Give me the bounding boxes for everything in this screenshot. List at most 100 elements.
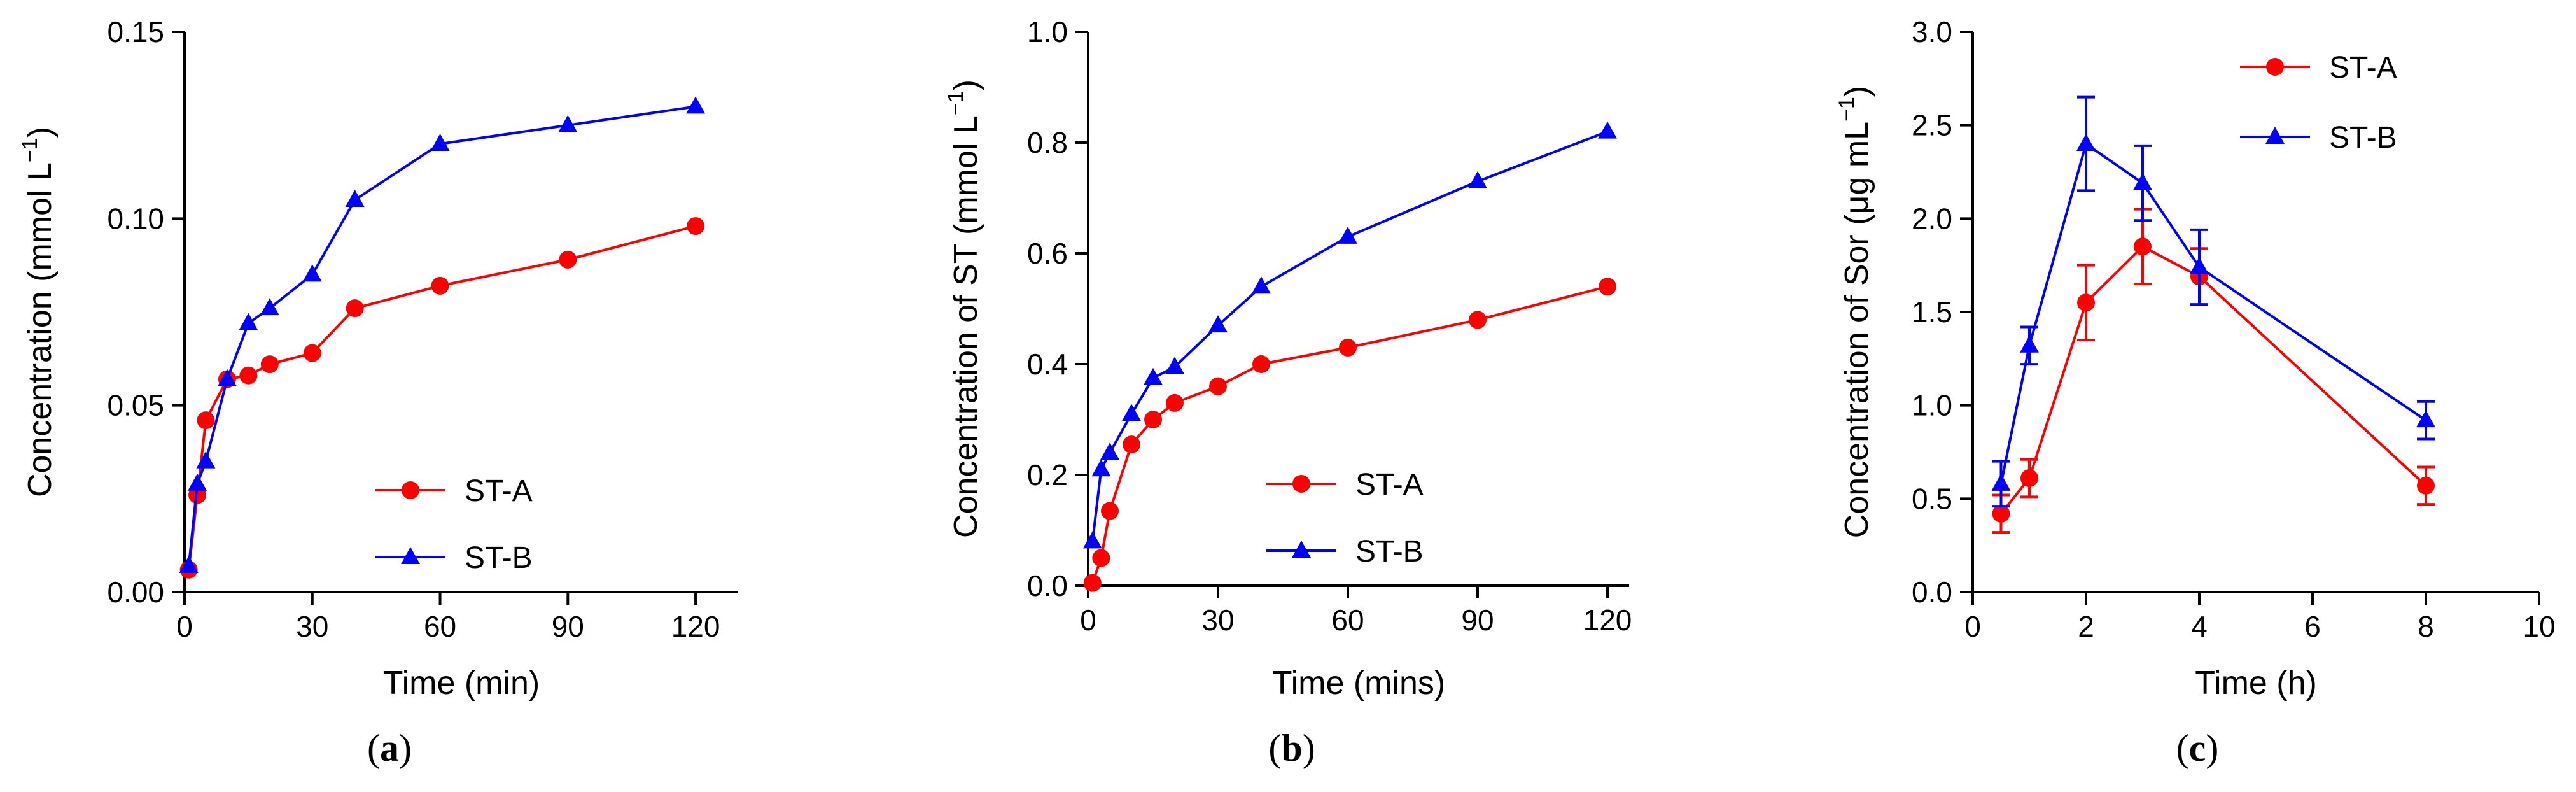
legend-marker	[2265, 127, 2285, 144]
chart-panel-c: 0 2 4 6 8 10 0.0 0.5 1.0 1.5 2.0 2.5 3.0 Time (h) Conc…	[1835, 15, 2556, 769]
legend-entry-st-a: ST-A	[375, 474, 533, 508]
data-point	[1338, 226, 1357, 244]
data-point	[260, 355, 279, 374]
series-line	[187, 105, 696, 567]
y-tick-label: 0.15	[107, 15, 164, 48]
legend-entry-st-a: ST-A	[2240, 51, 2397, 85]
data-point	[1991, 473, 2011, 491]
data-point	[431, 276, 449, 295]
data-point	[1123, 435, 1140, 454]
x-axis-label: Time (min)	[383, 665, 540, 702]
y-tick-label: 1.5	[1912, 295, 1952, 329]
data-point	[239, 366, 258, 385]
data-point	[1091, 459, 1111, 477]
data-point	[1252, 276, 1271, 294]
data-point	[303, 344, 321, 362]
data-point	[188, 473, 207, 491]
y-tick-label: 0.10	[107, 202, 164, 235]
y-tick-label: 0.5	[1912, 482, 1952, 515]
data-point	[1166, 393, 1184, 412]
legend-entry-st-a: ST-A	[1266, 468, 1424, 502]
y-axis-label: Concentration (mmol L−1)	[18, 127, 59, 497]
data-point	[1209, 377, 1227, 395]
series-st-a	[1992, 208, 2435, 534]
y-tick-label: 0.0	[1912, 576, 1952, 609]
y-tick-label: 3.0	[1912, 15, 1952, 48]
x-tick-label: 6	[2304, 610, 2321, 643]
x-tick-label: 4	[2191, 610, 2208, 643]
data-point	[179, 555, 199, 573]
data-point	[1165, 357, 1184, 374]
series-st-a	[1083, 278, 1616, 592]
data-point	[217, 369, 237, 386]
data-point	[558, 115, 578, 132]
legend-entry-st-b: ST-B	[1266, 535, 1424, 569]
series-line	[1091, 130, 1608, 542]
legend-label: ST-B	[2329, 121, 2397, 155]
x-axis-label: Time (h)	[2195, 665, 2317, 702]
data-point	[1083, 574, 1102, 592]
data-point	[196, 451, 216, 469]
data-point	[1339, 338, 1357, 357]
data-point	[430, 134, 450, 151]
series-line	[1091, 285, 1608, 584]
data-point	[2190, 257, 2209, 274]
x-tick-label: 30	[296, 610, 328, 643]
data-point	[1144, 367, 1163, 385]
y-tick-label: 0.2	[1027, 458, 1068, 491]
y-tick-label: 1.0	[1027, 15, 1068, 48]
data-point	[1252, 355, 1270, 373]
data-point	[2076, 134, 2096, 151]
legend-marker	[401, 547, 420, 564]
x-tick-label: 120	[1583, 604, 1632, 637]
x-axis-label: Time (mins)	[1272, 665, 1446, 702]
data-point	[2020, 469, 2038, 488]
y-tick-label: 0.0	[1027, 569, 1068, 602]
y-tick-label: 2.0	[1912, 202, 1952, 235]
series-line	[1999, 141, 2427, 484]
data-point	[2417, 476, 2435, 495]
y-tick-label: 0.05	[107, 389, 164, 422]
x-tick-label: 60	[1331, 604, 1364, 637]
data-point	[2133, 173, 2152, 190]
data-point	[346, 299, 364, 318]
legend-marker	[402, 481, 419, 499]
y-tick-label: 0.4	[1027, 348, 1068, 381]
legend-label: ST-A	[2329, 51, 2397, 85]
legend-label: ST-A	[1355, 468, 1424, 502]
data-point	[197, 411, 215, 430]
data-point	[260, 298, 279, 316]
y-tick-label: 1.0	[1912, 389, 1952, 422]
chart-panel-b: 0 30 60 90 120 0.0 0.2 0.4 0.6 0.8 1.0 Time (mins) C…	[944, 15, 1632, 769]
data-point	[686, 96, 706, 114]
legend-label: ST-A	[465, 474, 533, 508]
y-axis-label: Concentration of ST (mmol L−1)	[944, 80, 984, 538]
series-st-b	[1082, 121, 1617, 549]
data-point	[2020, 335, 2039, 353]
x-tick-label: 90	[552, 610, 584, 643]
data-point	[2134, 237, 2152, 256]
x-tick-label: 10	[2523, 610, 2555, 643]
y-tick-label: 0.8	[1027, 126, 1068, 159]
data-point	[1469, 311, 1487, 329]
data-point	[1092, 549, 1110, 567]
data-point	[1101, 502, 1119, 520]
data-point	[1598, 121, 1617, 139]
legend-label: ST-B	[1355, 535, 1424, 569]
x-tick-label: 120	[671, 610, 720, 643]
data-point	[345, 190, 365, 207]
x-tick-label: 2	[2078, 610, 2094, 643]
data-point	[2077, 293, 2095, 312]
data-point	[1082, 531, 1102, 549]
panel-caption: (b)	[1268, 727, 1315, 769]
series-st-b	[179, 96, 706, 573]
legend-marker	[2266, 58, 2284, 76]
y-tick-label: 2.5	[1912, 109, 1952, 142]
data-point	[1599, 278, 1616, 296]
x-tick-label: 60	[424, 610, 456, 643]
legend-label: ST-B	[465, 541, 533, 575]
legend-marker	[1292, 475, 1310, 493]
y-tick-label: 0.6	[1027, 237, 1068, 270]
legend-entry-st-b: ST-B	[375, 541, 533, 575]
series-st-b	[1991, 95, 2435, 508]
